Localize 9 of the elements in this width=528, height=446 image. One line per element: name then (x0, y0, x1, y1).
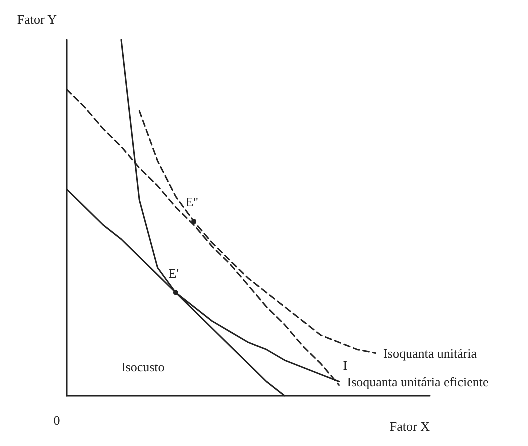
series-label: I (343, 358, 348, 373)
annotation: Isocusto (121, 359, 165, 374)
x-axis-title: Fator X (390, 419, 431, 434)
series-label: Isoquanta unitária eficiente (347, 374, 489, 390)
annotation: E' (168, 266, 180, 281)
series-label: Isoquanta unitária (384, 346, 478, 361)
y-axis-title: Fator Y (17, 12, 58, 27)
annotation: E'' (186, 194, 198, 210)
text: 0 (54, 413, 60, 428)
